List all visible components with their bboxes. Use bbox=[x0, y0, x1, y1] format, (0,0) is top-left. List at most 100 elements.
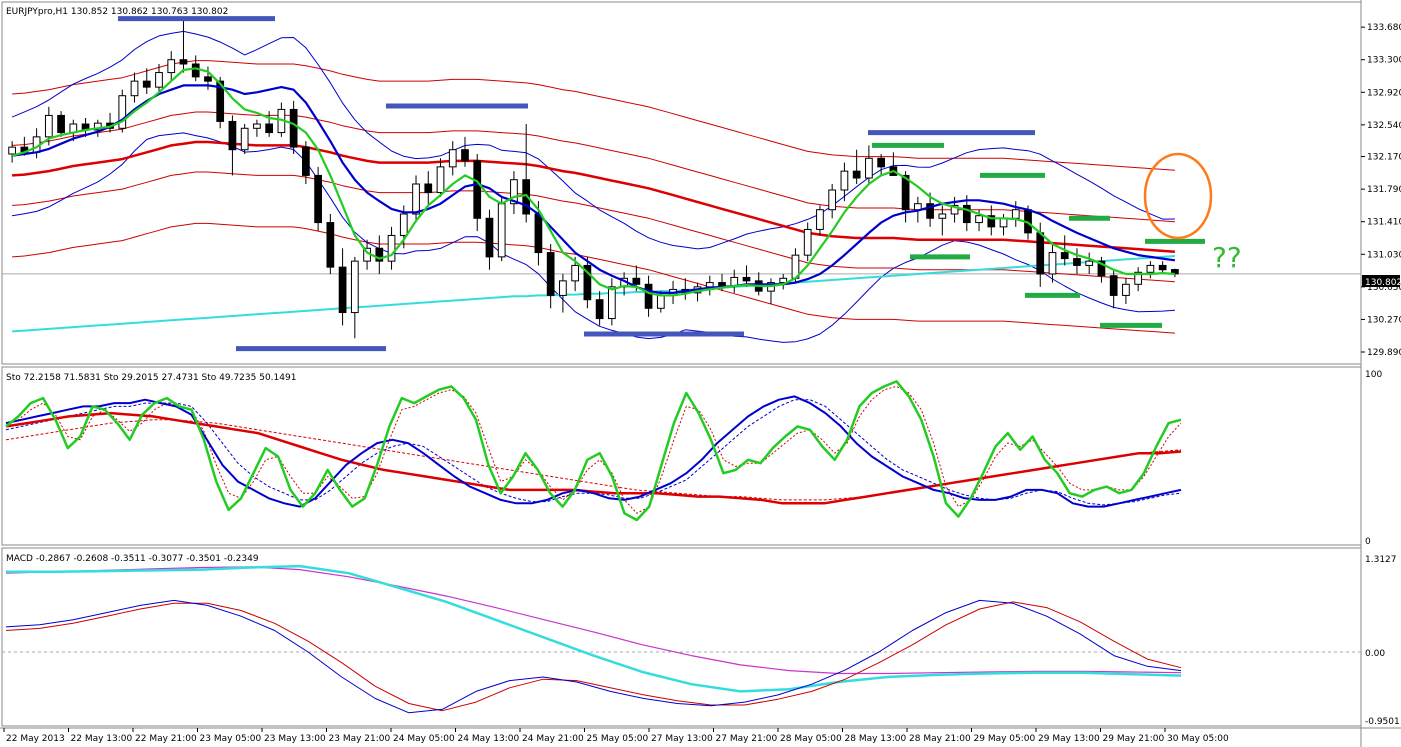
candle-body bbox=[485, 217, 494, 258]
candle-body bbox=[583, 264, 592, 301]
candle-body bbox=[350, 260, 359, 314]
candle-body bbox=[828, 189, 837, 211]
time-tick-label: 24 May 21:00 bbox=[522, 734, 584, 744]
candle-body bbox=[399, 213, 408, 236]
candle-body bbox=[130, 80, 139, 97]
candle-body bbox=[718, 282, 726, 287]
time-tick-label: 29 May 21:00 bbox=[1103, 734, 1165, 744]
ma-mid-line bbox=[11, 84, 1176, 294]
time-tick-label: 29 May 13:00 bbox=[1038, 734, 1100, 744]
time-tick-label: 28 May 21:00 bbox=[909, 734, 971, 744]
envelope-upper-inner bbox=[12, 111, 1175, 223]
candle-body bbox=[975, 215, 983, 224]
axes-layer: 133.680 133.300 132.920 132.540 132.170 131.7… bbox=[3, 23, 1401, 744]
sto-tick-label: 100 bbox=[1365, 370, 1382, 380]
candle-body bbox=[461, 149, 469, 162]
candle-body bbox=[607, 286, 616, 320]
candle-body bbox=[779, 277, 788, 284]
time-tick-label: 29 May 05:00 bbox=[974, 734, 1036, 744]
time-tick-label: 28 May 13:00 bbox=[845, 734, 907, 744]
candle-body bbox=[289, 108, 298, 148]
candle-body bbox=[803, 228, 812, 256]
envelope-upper-outer bbox=[12, 60, 1175, 171]
candle-body bbox=[999, 217, 1008, 228]
candle-body bbox=[840, 170, 849, 191]
bollinger-upper bbox=[11, 30, 1175, 250]
candle-body bbox=[1011, 209, 1020, 219]
candle-body bbox=[742, 276, 751, 282]
candle-body bbox=[901, 174, 910, 211]
price-pane-title: EURJPYpro,H1 130.852 130.862 130.763 130… bbox=[6, 7, 228, 17]
stochastic-pane-title: Sto 72.2158 71.5831 Sto 29.2015 27.4731 … bbox=[6, 373, 296, 383]
macd-fast-line bbox=[5, 599, 1182, 714]
candle-body bbox=[938, 213, 947, 219]
candle-body bbox=[1036, 232, 1045, 275]
macd-pane[interactable] bbox=[1, 547, 1362, 727]
stochastic-pane[interactable] bbox=[1, 366, 1362, 546]
candle-body bbox=[1146, 264, 1155, 273]
sto-fast-signal bbox=[5, 385, 1182, 514]
candle-body bbox=[473, 160, 482, 219]
time-tick-label: 23 May 13:00 bbox=[264, 734, 326, 744]
candle-body bbox=[8, 146, 16, 155]
price-tick-label: 132.170 bbox=[1367, 153, 1401, 163]
price-tick-label: 131.030 bbox=[1367, 250, 1401, 260]
candle-body bbox=[93, 122, 102, 131]
candle-body bbox=[926, 203, 934, 219]
candle-body bbox=[1134, 271, 1143, 285]
candle-body bbox=[816, 209, 824, 230]
price-tick-label: 130.270 bbox=[1367, 315, 1401, 325]
candle-body bbox=[497, 203, 506, 258]
macd-slow-signal bbox=[5, 566, 1182, 675]
candle-body bbox=[302, 146, 310, 176]
candle-body bbox=[1048, 252, 1057, 275]
sto-slow-line bbox=[5, 411, 1182, 505]
candle-body bbox=[204, 76, 212, 82]
candle-body bbox=[571, 264, 580, 282]
candle-body bbox=[240, 127, 249, 151]
candle-body bbox=[1097, 260, 1106, 277]
bollinger-lower bbox=[12, 132, 1175, 343]
ma-fast-line bbox=[11, 67, 1175, 297]
candle-body bbox=[987, 215, 996, 228]
time-tick-label: 27 May 21:00 bbox=[716, 734, 778, 744]
time-tick-label: 23 May 05:00 bbox=[200, 734, 262, 744]
candle-body bbox=[510, 179, 518, 205]
envelope-lower-outer bbox=[12, 222, 1175, 334]
price-tick-label: 133.300 bbox=[1367, 56, 1401, 66]
sto-mid-signal bbox=[5, 399, 1182, 506]
sto-mid-line bbox=[5, 395, 1182, 508]
candle-body bbox=[118, 95, 127, 129]
time-tick-label: 25 May 05:00 bbox=[587, 734, 649, 744]
stochastic-layer bbox=[5, 380, 1182, 522]
highlight-circle bbox=[1143, 152, 1213, 240]
macd-tick-label: 0.00 bbox=[1365, 649, 1385, 659]
candle-body bbox=[57, 114, 65, 134]
sto-fast-line bbox=[5, 380, 1182, 522]
sto-tick-label: 0 bbox=[1365, 537, 1371, 547]
candle-body bbox=[1060, 252, 1069, 260]
macd-pane-title: MACD -0.2867 -0.2608 -0.3511 -0.3077 -0.… bbox=[6, 554, 259, 564]
candle-body bbox=[534, 213, 543, 254]
time-tick-label: 28 May 05:00 bbox=[780, 734, 842, 744]
candle-body bbox=[424, 183, 433, 194]
price-pane[interactable] bbox=[1, 1, 1362, 365]
macd-layer bbox=[2, 564, 1361, 714]
candle-body bbox=[632, 277, 641, 285]
candle-body bbox=[559, 280, 567, 296]
candle-body bbox=[412, 183, 420, 215]
macd-tick-label: 1.3127 bbox=[1365, 555, 1397, 565]
time-tick-label: 27 May 13:00 bbox=[651, 734, 713, 744]
price-tick-label: 129.890 bbox=[1367, 348, 1401, 358]
candle-body bbox=[326, 222, 335, 268]
candle-body bbox=[595, 299, 604, 320]
time-tick-label: 24 May 13:00 bbox=[458, 734, 520, 744]
time-tick-label: 22 May 2013 bbox=[6, 734, 65, 744]
candle-body bbox=[1158, 264, 1167, 271]
candle-body bbox=[546, 252, 555, 296]
candle-body bbox=[852, 170, 861, 179]
candle-body bbox=[865, 157, 873, 179]
candle-body bbox=[522, 179, 531, 215]
